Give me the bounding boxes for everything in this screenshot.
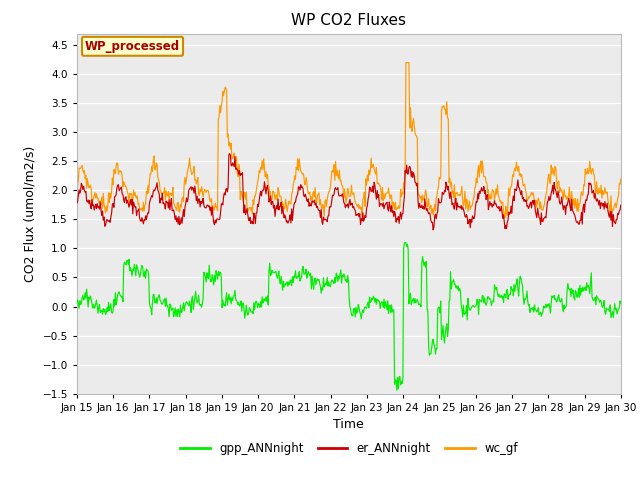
- Y-axis label: CO2 Flux (umol/m2/s): CO2 Flux (umol/m2/s): [24, 145, 37, 282]
- X-axis label: Time: Time: [333, 418, 364, 431]
- Text: WP_processed: WP_processed: [85, 40, 180, 53]
- Title: WP CO2 Fluxes: WP CO2 Fluxes: [291, 13, 406, 28]
- Legend: gpp_ANNnight, er_ANNnight, wc_gf: gpp_ANNnight, er_ANNnight, wc_gf: [175, 437, 522, 460]
